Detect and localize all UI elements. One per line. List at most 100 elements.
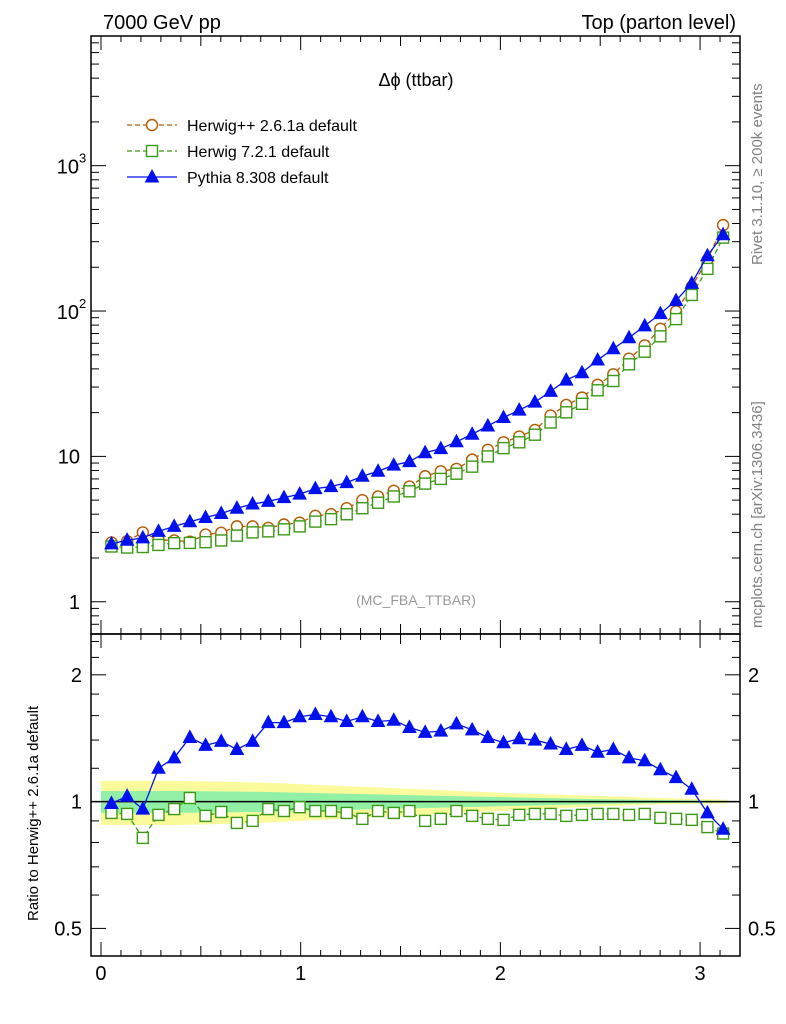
- main-y-tick-label: 1: [69, 592, 80, 614]
- main-open-square-point: [450, 467, 463, 480]
- ratio-open-square-point: [685, 813, 698, 827]
- main-open-square-point: [669, 312, 683, 326]
- main-open-square-point: [371, 496, 385, 509]
- ratio-open-square-point: [105, 806, 118, 820]
- main-open-circle-series: [105, 218, 730, 549]
- ratio-filled-triangle-point: [464, 721, 480, 736]
- main-open-square-point: [560, 406, 573, 419]
- ratio-filled-triangle-point: [135, 801, 151, 815]
- ratio-filled-triangle-point: [527, 732, 543, 746]
- ratio-filled-triangle-point: [715, 821, 731, 835]
- ratio-filled-triangle-series: [104, 706, 731, 835]
- ratio-filled-triangle-point: [558, 741, 574, 755]
- ratio-filled-triangle-point: [182, 729, 198, 743]
- main-open-square-point: [544, 416, 557, 429]
- main-open-square-point: [513, 436, 526, 449]
- ratio-open-square-point: [544, 807, 557, 821]
- main-chart-title: Δϕ (ttbar): [378, 70, 453, 90]
- legend-label: Herwig 7.2.1 default: [187, 144, 330, 161]
- ratio-open-square-point: [638, 807, 651, 821]
- ratio-filled-triangle-point: [245, 733, 260, 747]
- main-open-square-point: [591, 384, 604, 397]
- header-energy-label: 7000 GeV pp: [103, 12, 221, 34]
- ratio-open-square-point: [387, 806, 400, 820]
- ratio-x-tick-label: 0: [95, 963, 106, 985]
- main-y-tick-label-text: 10: [58, 446, 80, 468]
- main-filled-triangle-point: [245, 496, 260, 510]
- ratio-filled-triangle-point: [700, 804, 715, 819]
- ratio-filled-triangle-point: [307, 706, 323, 720]
- legend-label: Herwig++ 2.6.1a default: [187, 118, 357, 135]
- ratio-open-square-point: [560, 809, 573, 823]
- ratio-series-curves: [104, 706, 731, 845]
- main-filled-triangle-point: [558, 372, 574, 386]
- main-filled-triangle-point: [433, 440, 449, 455]
- main-filled-triangle-point: [653, 305, 668, 320]
- main-open-square-point: [309, 515, 322, 528]
- main-filled-triangle-point: [496, 409, 511, 424]
- main-y-tick-label-exponent: 3: [79, 151, 86, 166]
- main-y-tick-label: 10 2: [57, 296, 86, 324]
- ratio-x-tick-label: 1: [295, 963, 306, 985]
- ratio-open-square-point: [450, 804, 463, 818]
- main-filled-triangle-point: [260, 493, 276, 507]
- ratio-filled-triangle-point: [637, 752, 653, 767]
- main-open-square-point: [434, 472, 448, 486]
- header-process-label: Top (parton level): [581, 12, 736, 34]
- ratio-filled-triangle-point: [151, 760, 166, 774]
- main-open-square-point: [685, 288, 698, 302]
- main-open-circle-line: [111, 224, 724, 544]
- main-open-square-point: [575, 397, 589, 411]
- ratio-open-square-line: [111, 797, 724, 840]
- main-open-square-point: [528, 428, 542, 441]
- main-filled-triangle-point: [417, 444, 433, 459]
- ratio-open-square-point: [199, 809, 212, 823]
- ratio-y-tick-label-left: 1: [71, 792, 82, 814]
- ratio-x-tick-label: 2: [495, 963, 506, 985]
- main-open-square-point: [230, 529, 244, 542]
- legend-marker: [145, 144, 159, 158]
- main-open-square-point: [152, 538, 165, 552]
- ratio-open-square-point: [309, 804, 322, 818]
- main-open-square-point: [262, 525, 275, 538]
- ratio-y-tick-label-right: 0.5: [748, 918, 776, 940]
- ratio-filled-triangle-point: [402, 719, 417, 733]
- ratio-filled-triangle-point: [480, 729, 496, 743]
- legend-marker: [144, 168, 160, 183]
- main-open-square-point: [277, 523, 291, 536]
- main-open-square-point: [246, 526, 259, 539]
- legend: Herwig++ 2.6.1a default Herwig 7.2.1 defa…: [127, 118, 357, 187]
- ratio-open-square-point: [356, 812, 369, 826]
- main-filled-triangle-point: [621, 329, 637, 344]
- legend-entry: Pythia 8.308 default: [127, 168, 329, 187]
- main-filled-triangle-point: [700, 247, 715, 262]
- ratio-open-square-point: [669, 812, 683, 826]
- ratio-filled-triangle-point: [370, 713, 386, 727]
- main-open-square-point: [465, 460, 479, 473]
- rivet-version-label: Rivet 3.1.10, ≥ 200k events: [749, 83, 766, 265]
- main-open-square-line: [111, 237, 724, 549]
- main-filled-triangle-point: [386, 457, 402, 471]
- main-filled-triangle-point: [182, 513, 198, 528]
- ratio-open-square-point: [654, 811, 667, 825]
- ratio-filled-triangle-point: [653, 761, 668, 776]
- ratio-open-square-point: [215, 805, 228, 819]
- main-filled-triangle-point: [574, 364, 590, 379]
- ratio-filled-triangle-point: [621, 749, 637, 764]
- main-open-square-point: [654, 330, 667, 343]
- main-open-square-point: [607, 374, 620, 388]
- ratio-y-tick-label-right: 2: [748, 665, 759, 687]
- ratio-filled-triangle-point: [104, 795, 119, 809]
- main-filled-triangle-point: [323, 478, 339, 493]
- ratio-open-square-point: [481, 812, 495, 826]
- reference-uncertainty-band: [91, 780, 740, 825]
- main-filled-triangle-point: [370, 463, 386, 477]
- main-filled-triangle-point: [307, 480, 323, 495]
- ratio-open-square-point: [136, 831, 150, 845]
- ratio-filled-triangle-line: [111, 713, 724, 830]
- ratio-open-square-point: [513, 808, 526, 822]
- main-filled-triangle-point: [198, 509, 213, 523]
- ratio-plot-panel: 0.5 0.5 1 1 2 2 0 1 2 3 Ratio to Herwig++ 2.6.1a …: [25, 633, 776, 985]
- main-filled-triangle-point: [229, 500, 245, 514]
- ratio-filled-triangle-point: [276, 714, 292, 729]
